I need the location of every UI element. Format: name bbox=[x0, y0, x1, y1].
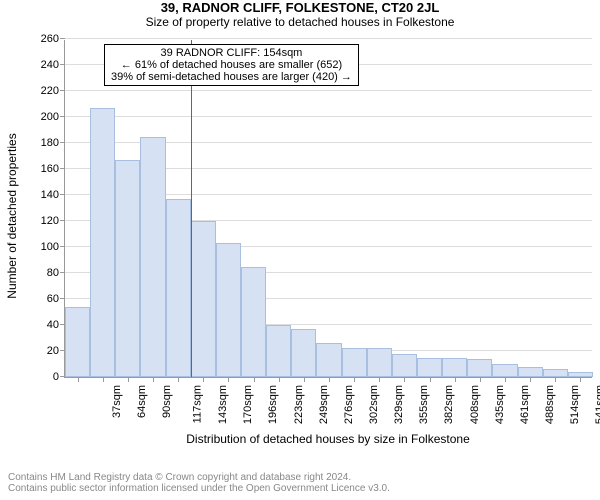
histogram-bar bbox=[543, 369, 568, 377]
xtick-mark bbox=[580, 377, 581, 382]
xtick-mark bbox=[480, 377, 481, 382]
xtick-label: 302sqm bbox=[368, 385, 380, 424]
ytick-label: 240 bbox=[41, 59, 65, 71]
histogram-bar bbox=[467, 359, 492, 377]
xtick-mark bbox=[430, 377, 431, 382]
histogram-bar bbox=[140, 137, 165, 378]
histogram-bar bbox=[518, 367, 543, 377]
grid-line bbox=[65, 116, 592, 117]
histogram-bar bbox=[492, 364, 517, 377]
xtick-mark bbox=[103, 377, 104, 382]
histogram-bar bbox=[316, 343, 341, 377]
xtick-mark bbox=[354, 377, 355, 382]
grid-line bbox=[65, 90, 592, 91]
footer-attribution: Contains HM Land Registry data © Crown c… bbox=[0, 468, 600, 500]
y-axis-label: Number of detached properties bbox=[5, 47, 19, 385]
ytick-label: 40 bbox=[47, 319, 65, 331]
xtick-label: 223sqm bbox=[293, 385, 305, 424]
xtick-label: 64sqm bbox=[136, 385, 148, 418]
annotation-line-1: 39 RADNOR CLIFF: 154sqm bbox=[111, 47, 352, 59]
xtick-mark bbox=[128, 377, 129, 382]
xtick-mark bbox=[455, 377, 456, 382]
histogram-chart: 0 20 40 60 80 100 120 140 160 180 200 220 240 260 37sq… bbox=[0, 0, 600, 500]
ytick-label: 220 bbox=[41, 85, 65, 97]
grid-line bbox=[65, 38, 592, 39]
ytick-label: 200 bbox=[41, 111, 65, 123]
histogram-bar bbox=[166, 199, 191, 377]
histogram-bar bbox=[367, 348, 392, 377]
xtick-label: 196sqm bbox=[268, 385, 280, 424]
x-axis-label: Distribution of detached houses by size … bbox=[64, 432, 592, 446]
xtick-mark bbox=[279, 377, 280, 382]
xtick-mark bbox=[178, 377, 179, 382]
ytick-label: 120 bbox=[41, 215, 65, 227]
ytick-label: 260 bbox=[41, 33, 65, 45]
xtick-mark bbox=[530, 377, 531, 382]
ytick-label: 20 bbox=[47, 345, 65, 357]
histogram-bar bbox=[442, 358, 467, 378]
xtick-label: 143sqm bbox=[217, 385, 229, 424]
marker-annotation: 39 RADNOR CLIFF: 154sqm ← 61% of detache… bbox=[104, 44, 359, 86]
xtick-label: 249sqm bbox=[318, 385, 330, 424]
histogram-bar bbox=[342, 348, 367, 377]
ytick-label: 140 bbox=[41, 189, 65, 201]
xtick-mark bbox=[379, 377, 380, 382]
ytick-label: 100 bbox=[41, 241, 65, 253]
xtick-label: 541sqm bbox=[594, 385, 600, 424]
xtick-mark bbox=[555, 377, 556, 382]
footer-line-2: Contains public sector information licen… bbox=[8, 483, 592, 494]
xtick-mark bbox=[153, 377, 154, 382]
annotation-line-2: ← 61% of detached houses are smaller (65… bbox=[111, 59, 352, 71]
xtick-label: 37sqm bbox=[111, 385, 123, 418]
ytick-label: 60 bbox=[47, 293, 65, 305]
histogram-bar bbox=[241, 267, 266, 378]
xtick-label: 514sqm bbox=[569, 385, 581, 424]
xtick-mark bbox=[228, 377, 229, 382]
histogram-bar bbox=[191, 221, 216, 377]
xtick-label: 408sqm bbox=[469, 385, 481, 424]
xtick-label: 355sqm bbox=[418, 385, 430, 424]
xtick-label: 90sqm bbox=[161, 385, 173, 418]
ytick-label: 80 bbox=[47, 267, 65, 279]
xtick-label: 276sqm bbox=[343, 385, 355, 424]
histogram-bar bbox=[90, 108, 115, 377]
footer-line-1: Contains HM Land Registry data © Crown c… bbox=[8, 472, 592, 483]
xtick-mark bbox=[78, 377, 79, 382]
xtick-mark bbox=[304, 377, 305, 382]
xtick-mark bbox=[254, 377, 255, 382]
histogram-bar bbox=[65, 307, 90, 377]
plot-area: 02040608010012014016018020022024026037sq… bbox=[64, 40, 592, 378]
xtick-mark bbox=[203, 377, 204, 382]
xtick-mark bbox=[329, 377, 330, 382]
xtick-mark bbox=[505, 377, 506, 382]
ytick-label: 160 bbox=[41, 163, 65, 175]
histogram-bar bbox=[392, 354, 417, 377]
histogram-bar bbox=[216, 243, 241, 377]
xtick-label: 488sqm bbox=[544, 385, 556, 424]
property-marker-line bbox=[191, 40, 192, 377]
annotation-line-3: 39% of semi-detached houses are larger (… bbox=[111, 71, 352, 83]
xtick-label: 382sqm bbox=[444, 385, 456, 424]
xtick-mark bbox=[404, 377, 405, 382]
ytick-label: 0 bbox=[53, 371, 65, 383]
ytick-label: 180 bbox=[41, 137, 65, 149]
histogram-bar bbox=[417, 358, 442, 378]
histogram-bar bbox=[291, 329, 316, 377]
histogram-bar bbox=[115, 160, 140, 377]
xtick-label: 461sqm bbox=[519, 385, 531, 424]
histogram-bar bbox=[266, 325, 291, 377]
xtick-label: 329sqm bbox=[393, 385, 405, 424]
xtick-label: 117sqm bbox=[191, 385, 203, 423]
xtick-label: 435sqm bbox=[494, 385, 506, 424]
xtick-label: 170sqm bbox=[242, 385, 254, 424]
